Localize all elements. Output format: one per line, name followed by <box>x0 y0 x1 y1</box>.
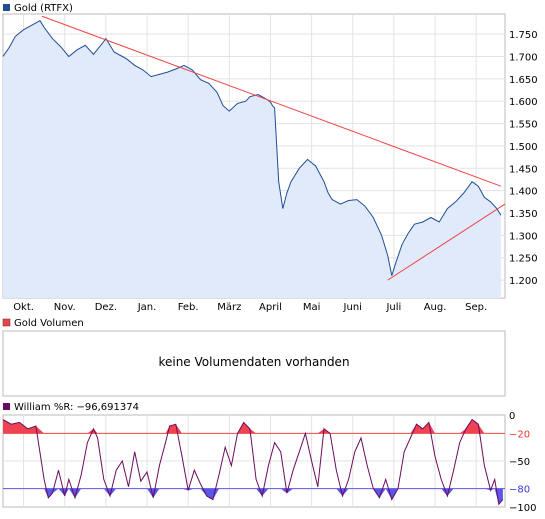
price-y-tick-label: 1.600 <box>509 97 538 108</box>
williams-oversold-fill <box>3 488 503 505</box>
williams-y-ticks: 0 −20 −50 −80 −100 <box>509 411 536 514</box>
price-area <box>3 20 501 298</box>
price-trendlines <box>41 15 506 281</box>
williams-line <box>2 418 504 506</box>
price-x-tick-label: Juni <box>343 302 362 313</box>
price-y-tick-label: 1.450 <box>509 164 538 175</box>
price-y-tick-label: 1.400 <box>509 187 538 198</box>
price-y-tick-label: 1.550 <box>509 120 538 131</box>
williams-y-tick-label: −20 <box>509 429 530 440</box>
price-y-tick-label: 1.350 <box>509 209 538 220</box>
volume-legend-swatch <box>2 318 11 327</box>
williams-legend-label: William %R: −96,691374 <box>14 402 139 413</box>
williams-panel: William %R: −96,691374 0 −20 −50 −80 −100 <box>2 402 536 514</box>
williams-legend-swatch <box>3 403 10 410</box>
price-x-tick-label: Mai <box>303 302 321 313</box>
price-y-tick-label: 1.200 <box>509 276 538 287</box>
price-legend-swatch <box>3 4 10 11</box>
price-x-tick-label: Nov. <box>54 302 76 313</box>
volume-legend-label: Gold Volumen <box>14 318 84 329</box>
price-legend-label: Gold (RTFX) <box>14 3 73 14</box>
price-x-tick-label: Okt. <box>13 302 34 313</box>
price-x-tick-label: Juli <box>385 302 401 313</box>
price-panel: Gold (RTFX) 1.750 1.700 1.650 1.600 1.550 1.5… <box>2 3 538 313</box>
price-y-tick-label: 1.300 <box>509 231 538 242</box>
price-y-tick-label: 1.750 <box>509 30 538 41</box>
williams-y-tick-label: −100 <box>509 503 536 514</box>
price-x-tick-label: Feb. <box>178 302 199 313</box>
price-trendline <box>387 203 506 281</box>
price-x-tick-label: Dez. <box>95 302 117 313</box>
price-x-tick-label: Sep. <box>465 302 487 313</box>
price-trendline <box>41 15 502 187</box>
volume-empty-message: keine Volumendaten vorhanden <box>158 355 349 369</box>
williams-y-tick-label: −50 <box>509 457 530 468</box>
price-line <box>2 20 502 276</box>
price-y-tick-label: 1.500 <box>509 142 538 153</box>
price-x-ticks: Okt. Nov. Dez. Jan. Feb. März April Mai Juni Juli… <box>13 302 487 313</box>
volume-plot-area <box>2 330 506 397</box>
price-x-tick-label: April <box>259 302 282 313</box>
price-y-tick-label: 1.700 <box>509 52 538 63</box>
price-y-tick-label: 1.250 <box>509 254 538 265</box>
volume-panel: Gold Volumen keine Volumendaten vorhande… <box>2 318 506 397</box>
williams-y-tick-label: −80 <box>509 485 530 496</box>
price-x-tick-label: Aug. <box>424 302 447 313</box>
price-x-tick-label: Jan. <box>137 302 157 313</box>
williams-y-tick-label: 0 <box>509 411 515 422</box>
price-x-tick-label: März <box>217 302 241 313</box>
price-y-tick-label: 1.650 <box>509 75 538 86</box>
williams-level-lines <box>3 432 505 490</box>
price-y-ticks: 1.750 1.700 1.650 1.600 1.550 1.500 1.450 1.400… <box>509 30 538 287</box>
